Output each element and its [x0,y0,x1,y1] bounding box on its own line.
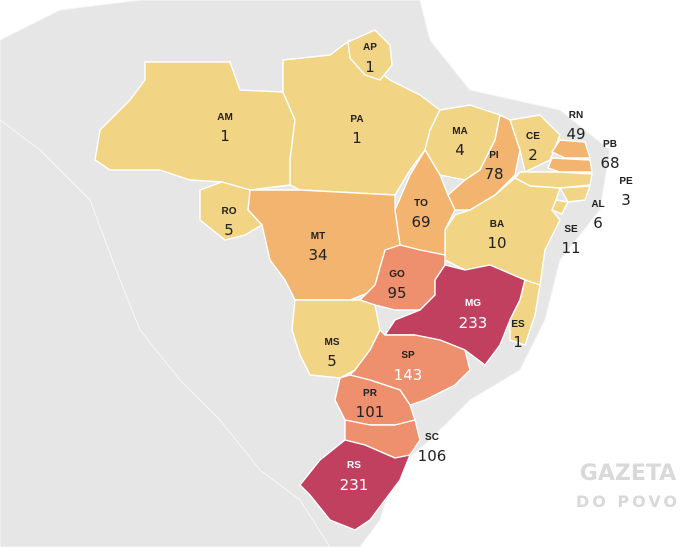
label-sp: SP 143 [394,350,423,384]
label-to: TO 69 [411,198,430,231]
state-value: 68 [600,154,619,172]
labels-layer: AP 1 AM 1 PA 1 MA 4 CE 2 RN 49 PB 68 PE [217,42,633,494]
label-ba: BA 10 [487,219,506,252]
state-value: 5 [224,221,234,239]
state-sp[interactable] [349,329,471,406]
label-al: AL 6 [591,199,604,232]
state-abbr: CE [526,131,540,142]
state-value: 231 [340,476,369,494]
state-abbr: AL [591,199,604,210]
state-pb[interactable] [547,157,593,173]
label-pb: PB 68 [600,139,619,172]
label-go: GO 95 [387,269,406,302]
state-abbr: PR [363,388,378,399]
label-pa: PA 1 [350,114,363,147]
state-value: 69 [411,213,430,231]
label-ro: RO 5 [222,206,237,239]
state-abbr: RO [222,206,237,217]
state-abbr: GO [389,269,405,280]
state-value: 233 [459,314,488,332]
label-ms: MS 5 [325,337,340,370]
state-abbr: MA [452,126,468,137]
state-value: 78 [484,165,503,183]
state-value: 11 [561,239,580,257]
state-ap[interactable] [347,29,393,81]
state-value: 4 [455,141,465,159]
state-abbr: RN [569,110,583,121]
state-abbr: ES [511,319,525,330]
state-ro[interactable] [199,181,263,241]
state-abbr: SC [425,432,439,443]
label-es: ES 1 [511,319,525,351]
label-ma: MA 4 [452,126,468,159]
state-abbr: PA [350,114,363,125]
state-value: 1 [513,333,523,351]
state-abbr: MT [311,231,325,242]
label-am: AM 1 [217,112,233,145]
state-value: 143 [394,366,423,384]
label-mt: MT 34 [308,231,327,264]
state-abbr: RS [347,460,361,471]
label-ap: AP 1 [363,42,377,76]
state-value: 3 [621,191,631,209]
states-layer [94,29,593,531]
gazeta-do-povo-logo: GAZETA DO POVO [576,461,680,511]
label-ce: CE 2 [526,131,540,164]
state-abbr: MS [325,337,340,348]
state-value: 2 [528,146,538,164]
state-value: 6 [593,214,603,232]
state-abbr: BA [490,219,504,230]
label-se: SE 11 [561,224,580,257]
state-abbr: PI [489,150,499,161]
state-value: 5 [327,352,337,370]
state-mg[interactable] [384,264,526,366]
state-abbr: PB [603,139,617,150]
state-abbr: PE [619,176,633,187]
state-value: 10 [487,234,506,252]
state-abbr: SP [401,350,415,361]
state-es[interactable] [509,279,541,346]
logo-line-1: GAZETA [580,461,676,486]
logo-line-2: DO POVO [576,492,680,511]
state-value: 95 [387,284,406,302]
state-abbr: AP [363,42,377,53]
state-abbr: MG [465,298,481,309]
label-rs: RS 231 [340,460,369,494]
label-sc: SC 106 [418,432,447,465]
state-rs[interactable] [299,439,411,531]
state-value: 1 [220,127,230,145]
state-value: 34 [308,246,327,264]
state-value: 101 [356,403,385,421]
state-abbr: TO [414,198,428,209]
state-abbr: AM [217,112,233,123]
state-abbr: SE [564,224,578,235]
state-value: 106 [418,447,447,465]
state-value: 1 [352,129,362,147]
label-mg: MG 233 [459,298,488,332]
label-pr: PR 101 [356,388,385,421]
label-pi: PI 78 [484,150,503,183]
state-value: 1 [365,58,375,76]
label-rn: RN 49 [566,110,585,143]
state-value: 49 [566,125,585,143]
state-al[interactable] [559,185,591,203]
label-pe: PE 3 [619,176,633,209]
state-ce[interactable] [509,114,561,173]
state-rn[interactable] [551,139,591,159]
